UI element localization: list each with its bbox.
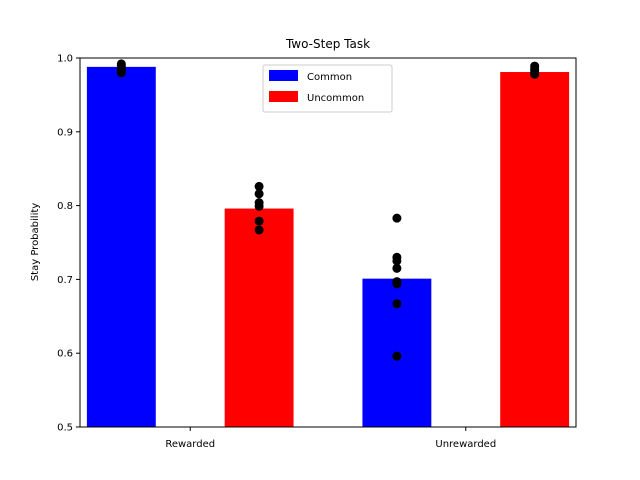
chart-title: Two-Step Task xyxy=(285,37,370,51)
data-point xyxy=(392,279,402,289)
y-axis: 0.5 0.6 0.7 0.8 0.9 1.0 xyxy=(57,54,80,434)
x-tick-label: Rewarded xyxy=(165,439,215,450)
data-point xyxy=(254,181,264,191)
points-group xyxy=(116,59,540,361)
legend-swatch-common xyxy=(269,70,298,81)
legend: Common Uncommon xyxy=(262,64,393,113)
data-point xyxy=(392,351,402,361)
y-tick-label: 0.8 xyxy=(57,201,73,212)
data-point xyxy=(254,225,264,235)
y-tick-label: 0.7 xyxy=(57,275,73,286)
bar-common-rewarded xyxy=(86,66,156,427)
plot-frame xyxy=(79,57,577,428)
x-axis: Rewarded Unrewarded xyxy=(165,427,496,450)
x-tick-label: Unrewarded xyxy=(435,439,496,450)
y-tick-label: 1.0 xyxy=(57,54,73,65)
legend-label-uncommon: Uncommon xyxy=(307,93,364,104)
legend-label-common: Common xyxy=(307,72,352,83)
data-point xyxy=(254,216,264,226)
data-point xyxy=(392,213,402,223)
data-point xyxy=(392,263,402,273)
y-tick-label: 0.5 xyxy=(57,423,73,434)
data-point xyxy=(254,201,264,211)
data-point xyxy=(392,299,402,309)
data-point xyxy=(392,256,402,266)
y-tick-label: 0.9 xyxy=(57,127,73,138)
data-point xyxy=(254,189,264,199)
bar-uncommon-rewarded xyxy=(224,208,294,427)
legend-swatch-uncommon xyxy=(269,91,298,102)
y-tick-label: 0.6 xyxy=(57,349,73,360)
bar-uncommon-unrewarded xyxy=(500,72,570,427)
data-point xyxy=(116,68,126,78)
bars-group xyxy=(86,66,570,427)
data-point xyxy=(530,69,540,79)
y-axis-label: Stay Probability xyxy=(30,203,41,281)
